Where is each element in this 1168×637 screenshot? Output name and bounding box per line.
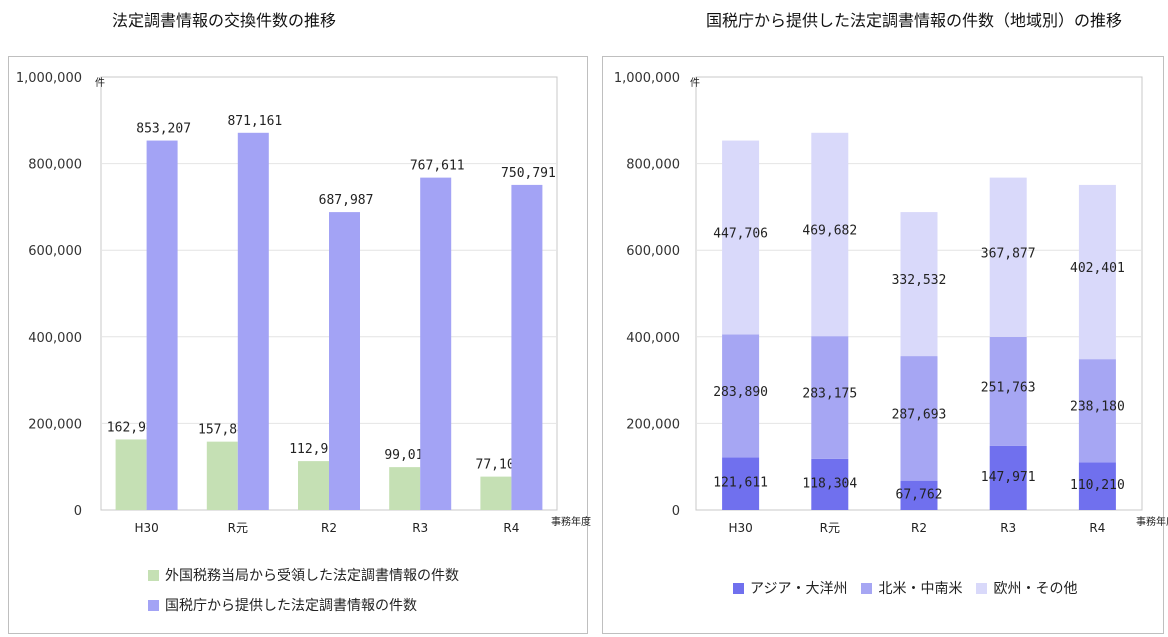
legend-swatch-asia [733,582,744,594]
data-label: 110,210 [1070,478,1125,493]
legend-swatch-provided [148,599,159,611]
y-tick-label: 800,000 [28,158,82,173]
data-label: 77,103 [476,458,523,473]
bar-received [480,476,512,510]
data-label: 121,611 [713,476,768,491]
bar-received [389,467,421,510]
legend-item-europe: 欧州・その他 [976,578,1077,598]
data-label: 238,180 [1070,400,1125,415]
data-label: 367,877 [981,246,1036,261]
data-label: 99,019 [384,448,431,463]
x-tick-label: H30 [134,521,158,535]
bar-americas [1078,359,1116,463]
data-label: 871,161 [227,114,282,129]
x-tick-label: H30 [728,521,752,535]
bar-received [298,461,329,510]
legend-item-received: 外国税務当局から受領した法定調書情報の件数 [148,565,459,585]
data-label: 287,693 [892,407,947,422]
y-tick-label: 1,000,000 [614,71,680,86]
bar-received [115,439,147,510]
x-tick-label: R3 [412,521,428,535]
bar-received [206,441,238,510]
bar-americas [989,336,1027,446]
bar-asia [989,445,1027,510]
y-tick-label: 0 [74,504,82,519]
legend-label-provided: 国税庁から提供した法定調書情報の件数 [165,598,417,614]
y-tick-label: 800,000 [626,158,680,173]
data-label: 447,706 [713,226,768,241]
bar-provided [329,212,360,510]
y-tick-label: 400,000 [28,331,82,346]
bar-asia [900,480,938,510]
legend-item-americas: 北米・中南米 [861,578,962,598]
y-unit-label: 件 [95,77,105,89]
data-label: 750,791 [501,166,556,181]
x-axis-label: 事務年度 [551,515,591,528]
legend-swatch-received [148,569,159,581]
data-label: 332,532 [892,273,947,288]
x-axis-label: 事務年度 [1136,515,1168,528]
bar-provided [511,184,543,510]
bar-europe [722,140,760,335]
data-label: 283,890 [713,385,768,400]
data-label: 853,207 [136,122,191,137]
x-tick-label: R2 [911,521,927,535]
chart1-title: 法定調書情報の交換件数の推移 [112,11,337,30]
x-tick-label: R4 [1089,521,1105,535]
data-label: 118,304 [802,476,857,491]
chart1-legend: 外国税務当局から受領した法定調書情報の件数 国税庁から提供した法定調書情報の件数 [148,565,459,625]
legend-label-received: 外国税務当局から受領した法定調書情報の件数 [165,568,459,584]
data-label: 767,611 [410,159,465,174]
data-label: 251,763 [981,380,1036,395]
y-tick-label: 0 [672,504,680,519]
x-tick-label: R元 [820,521,840,535]
bar-americas [900,356,938,481]
bar-provided [237,132,269,510]
bar-americas [811,336,849,459]
data-label: 687,987 [319,193,374,208]
x-tick-label: R3 [1000,521,1016,535]
bar-asia [722,457,760,510]
y-unit-label: 件 [690,77,700,89]
y-tick-label: 1,000,000 [16,71,82,86]
bar-asia [1078,462,1116,510]
bar-americas [722,334,760,458]
y-tick-label: 600,000 [28,244,82,259]
x-tick-label: R4 [503,521,519,535]
y-tick-label: 200,000 [626,417,680,432]
y-tick-label: 400,000 [626,331,680,346]
y-tick-label: 600,000 [626,244,680,259]
bar-provided [420,177,452,510]
legend-swatch-americas [861,582,873,594]
legend-label-europe: 欧州・その他 [993,581,1078,597]
bar-europe [811,132,849,337]
bar-provided [146,140,178,510]
data-label: 67,762 [896,487,943,502]
y-tick-label: 200,000 [28,417,82,432]
chart1-frame [8,56,588,634]
data-label: 469,682 [802,223,857,238]
bar-asia [811,458,849,510]
data-label: 147,971 [981,470,1036,485]
legend-swatch-europe [976,582,988,594]
chart2-legend: アジア・大洋州 北米・中南米 欧州・その他 [733,578,1091,608]
legend-label-asia: アジア・大洋州 [750,581,848,597]
bar-europe [900,212,938,357]
legend-item-asia: アジア・大洋州 [733,578,847,598]
legend-label-americas: 北米・中南米 [878,581,963,597]
legend-item-provided: 国税庁から提供した法定調書情報の件数 [148,595,459,615]
x-tick-label: R元 [228,521,248,535]
data-label: 402,401 [1070,261,1125,276]
chart2-title: 国税庁から提供した法定調書情報の件数（地域別）の推移 [706,11,1123,30]
data-label: 283,175 [802,386,857,401]
bar-europe [1078,184,1116,360]
x-tick-label: R2 [321,521,337,535]
bar-europe [989,177,1027,337]
